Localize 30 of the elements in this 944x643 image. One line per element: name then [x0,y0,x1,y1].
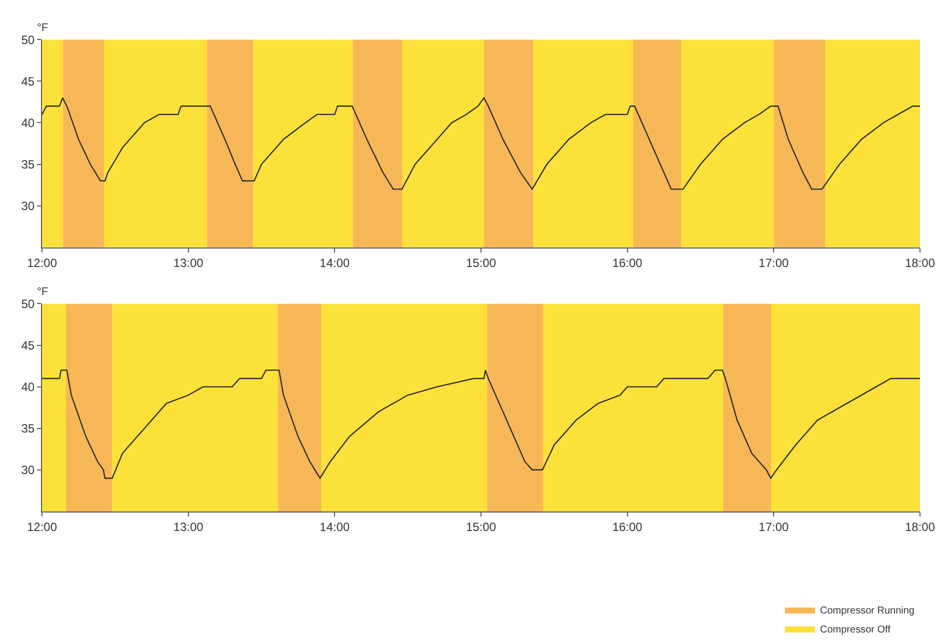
y-tick-label: 40 [21,116,35,130]
x-tick-label: 14:00 [320,256,350,270]
x-tick-label: 17:00 [758,256,790,270]
x-tick-label: 18:00 [904,520,936,534]
x-tick-label: 16:00 [612,256,643,270]
y-tick-label: 35 [21,157,35,172]
x-tick-label: 12:00 [26,520,58,534]
y-tick-label: 35 [21,422,35,436]
x-tick-label: 15:00 [466,520,496,534]
y-tick-label: 30 [21,199,35,214]
x-tick-label: 18:00 [904,256,936,270]
y-tick-label: 40 [21,380,35,394]
x-tick-label: 14:00 [320,520,350,534]
y-tick-label: 30 [21,463,35,478]
y-tick-label: 50 [21,32,35,47]
legend-label: Compressor Running [820,605,914,616]
x-tick-label: 16:00 [612,520,643,534]
legend-label: Compressor Off [820,624,891,636]
x-tick-label: 12:00 [26,256,58,270]
y-tick-label: 50 [21,296,35,311]
x-tick-label: 13:00 [173,520,204,534]
x-tick-label: 17:00 [758,520,790,534]
y-tick-label: 45 [21,74,35,88]
y-axis-title: °F [37,22,48,34]
x-tick-label: 15:00 [466,256,496,270]
y-tick-label: 45 [21,338,35,352]
x-tick-label: 13:00 [173,256,204,270]
y-axis-title: °F [37,286,48,298]
line-series [42,370,920,479]
line-series [42,97,920,190]
